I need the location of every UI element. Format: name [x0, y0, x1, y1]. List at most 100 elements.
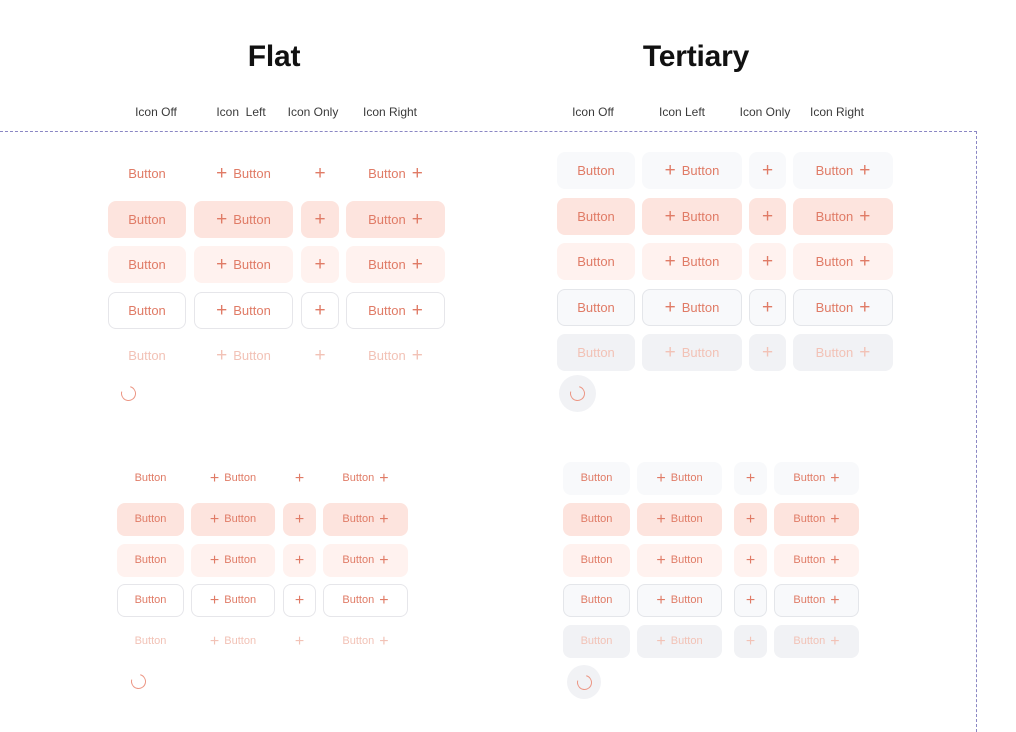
flat-column-label-1: Icon Off: [135, 105, 177, 119]
flat-large-disabled-only-button[interactable]: +: [301, 337, 339, 374]
flat-large-disabled-off-button[interactable]: Button: [108, 337, 186, 374]
flat-small-hover-left-button[interactable]: + Button: [191, 544, 275, 577]
flat-large-pressed-only-button[interactable]: +: [301, 201, 339, 238]
tertiary-small-hover-right-button[interactable]: Button +: [774, 544, 859, 577]
tertiary-large-pressed-right-button[interactable]: Button +: [793, 198, 893, 235]
tertiary-small-focused-only-button[interactable]: +: [734, 584, 767, 617]
tertiary-large-hover-only-button[interactable]: +: [749, 243, 786, 280]
tertiary-small-hover-only-button[interactable]: +: [734, 544, 767, 577]
tertiary-large-hover-left-button[interactable]: + Button: [642, 243, 742, 280]
plus-icon: +: [664, 251, 676, 272]
tertiary-large-pressed-left-button[interactable]: + Button: [642, 198, 742, 235]
tertiary-small-disabled-right-button[interactable]: Button +: [774, 625, 859, 658]
tertiary-small-disabled-left-button[interactable]: + Button: [637, 625, 722, 658]
tertiary-large-disabled-only-button[interactable]: +: [749, 334, 786, 371]
tertiary-small-focused-right-button[interactable]: Button +: [774, 584, 859, 617]
flat-small-hover-right-button[interactable]: Button +: [323, 544, 408, 577]
plus-icon: +: [209, 632, 220, 650]
flat-large-loading-button[interactable]: [110, 375, 146, 411]
flat-small-pressed-right-button[interactable]: Button +: [323, 503, 408, 536]
flat-small-loading-button[interactable]: [122, 665, 155, 698]
plus-icon: +: [294, 632, 305, 650]
plus-icon: +: [859, 251, 871, 272]
flat-large-focused-off-button[interactable]: Button: [108, 292, 186, 329]
flat-small-focused-off-button[interactable]: Button: [117, 584, 184, 617]
flat-small-default-off-button[interactable]: Button: [117, 462, 184, 495]
tertiary-large-disabled-right-button[interactable]: Button +: [793, 334, 893, 371]
plus-icon: +: [411, 254, 423, 275]
tertiary-small-hover-left-button[interactable]: + Button: [637, 544, 722, 577]
tertiary-large-focused-only-button[interactable]: +: [749, 289, 786, 326]
tertiary-large-focused-left-button[interactable]: + Button: [642, 289, 742, 326]
flat-large-hover-only-button[interactable]: +: [301, 246, 339, 283]
tertiary-large-pressed-off-button[interactable]: Button: [557, 198, 635, 235]
tertiary-small-pressed-left-button[interactable]: + Button: [637, 503, 722, 536]
tertiary-large-default-left-button[interactable]: + Button: [642, 152, 742, 189]
tertiary-large-focused-off-button[interactable]: Button: [557, 289, 635, 326]
tertiary-large-disabled-off-button[interactable]: Button: [557, 334, 635, 371]
flat-large-pressed-off-button[interactable]: Button: [108, 201, 186, 238]
tertiary-small-pressed-right-button[interactable]: Button +: [774, 503, 859, 536]
tertiary-large-hover-off-button[interactable]: Button: [557, 243, 635, 280]
tertiary-small-default-left-button[interactable]: + Button: [637, 462, 722, 495]
flat-large-focused-only-button[interactable]: +: [301, 292, 339, 329]
tertiary-small-focused-off-button[interactable]: Button: [563, 584, 630, 617]
flat-small-disabled-right-button[interactable]: Button +: [323, 625, 408, 658]
plus-icon: +: [745, 591, 756, 609]
tertiary-small-loading-button[interactable]: [567, 665, 601, 699]
flat-small-hover-only-button[interactable]: +: [283, 544, 316, 577]
plus-icon: +: [209, 510, 220, 528]
plus-icon: +: [294, 551, 305, 569]
flat-small-pressed-only-button[interactable]: +: [283, 503, 316, 536]
flat-small-default-only-button[interactable]: +: [283, 462, 316, 495]
flat-large-default-right-button[interactable]: Button +: [346, 155, 445, 192]
tertiary-small-default-off-button[interactable]: Button: [563, 462, 630, 495]
flat-large-default-off-button[interactable]: Button: [108, 155, 186, 192]
tertiary-column-label-4: Icon Right: [809, 105, 865, 119]
plus-icon: +: [761, 297, 774, 318]
tertiary-small-hover-off-button[interactable]: Button: [563, 544, 630, 577]
flat-large-focused-left-button[interactable]: + Button: [194, 292, 293, 329]
button-label: Button: [368, 348, 406, 363]
flat-large-pressed-right-button[interactable]: Button +: [346, 201, 445, 238]
flat-large-disabled-right-button[interactable]: Button +: [346, 337, 445, 374]
flat-large-pressed-left-button[interactable]: + Button: [194, 201, 293, 238]
flat-large-hover-right-button[interactable]: Button +: [346, 246, 445, 283]
tertiary-large-default-right-button[interactable]: Button +: [793, 152, 893, 189]
flat-large-hover-off-button[interactable]: Button: [108, 246, 186, 283]
tertiary-large-default-only-button[interactable]: +: [749, 152, 786, 189]
flat-large-default-left-button[interactable]: + Button: [194, 155, 293, 192]
flat-small-disabled-off-button[interactable]: Button: [117, 625, 184, 658]
tertiary-large-default-off-button[interactable]: Button: [557, 152, 635, 189]
flat-large-default-only-button[interactable]: +: [301, 155, 339, 192]
plus-icon: +: [294, 510, 305, 528]
flat-small-focused-only-button[interactable]: +: [283, 584, 316, 617]
tertiary-small-default-right-button[interactable]: Button +: [774, 462, 859, 495]
tertiary-large-focused-right-button[interactable]: Button +: [793, 289, 893, 326]
flat-large-focused-right-button[interactable]: Button +: [346, 292, 445, 329]
flat-small-disabled-left-button[interactable]: + Button: [191, 625, 275, 658]
flat-small-pressed-off-button[interactable]: Button: [117, 503, 184, 536]
tertiary-small-focused-left-button[interactable]: + Button: [637, 584, 722, 617]
tertiary-small-disabled-only-button[interactable]: +: [734, 625, 767, 658]
tertiary-small-pressed-off-button[interactable]: Button: [563, 503, 630, 536]
tertiary-large-disabled-left-button[interactable]: + Button: [642, 334, 742, 371]
flat-small-focused-left-button[interactable]: + Button: [191, 584, 275, 617]
tertiary-large-loading-button[interactable]: [559, 375, 596, 412]
flat-large-disabled-left-button[interactable]: + Button: [194, 337, 293, 374]
plus-icon: +: [314, 300, 326, 321]
flat-small-pressed-left-button[interactable]: + Button: [191, 503, 275, 536]
flat-small-default-left-button[interactable]: + Button: [191, 462, 275, 495]
flat-small-hover-off-button[interactable]: Button: [117, 544, 184, 577]
flat-small-disabled-only-button[interactable]: +: [283, 625, 316, 658]
tertiary-large-hover-right-button[interactable]: Button +: [793, 243, 893, 280]
loading-spinner-icon: [567, 383, 588, 404]
tertiary-large-pressed-only-button[interactable]: +: [749, 198, 786, 235]
tertiary-small-default-only-button[interactable]: +: [734, 462, 767, 495]
button-label: Button: [670, 472, 703, 484]
flat-small-focused-right-button[interactable]: Button +: [323, 584, 408, 617]
tertiary-small-pressed-only-button[interactable]: +: [734, 503, 767, 536]
flat-small-default-right-button[interactable]: Button +: [323, 462, 408, 495]
flat-large-hover-left-button[interactable]: + Button: [194, 246, 293, 283]
tertiary-small-disabled-off-button[interactable]: Button: [563, 625, 630, 658]
